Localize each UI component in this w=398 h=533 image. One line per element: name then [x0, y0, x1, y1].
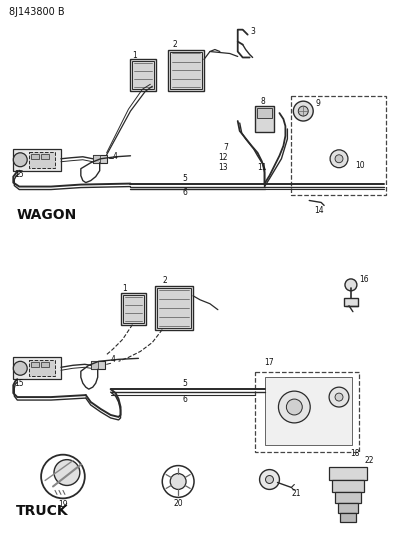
Text: 16: 16: [359, 276, 369, 285]
Circle shape: [335, 155, 343, 163]
Text: 21: 21: [291, 489, 301, 498]
Bar: [255, 106, 275, 132]
Bar: [13, 149, 61, 171]
Text: 3: 3: [250, 27, 255, 36]
Circle shape: [13, 361, 27, 375]
Bar: [31, 154, 39, 159]
Circle shape: [13, 153, 27, 167]
Circle shape: [287, 399, 302, 415]
Circle shape: [335, 393, 343, 401]
Circle shape: [329, 387, 349, 407]
Bar: [335, 492, 361, 503]
Bar: [170, 52, 202, 89]
Circle shape: [345, 279, 357, 291]
Bar: [157, 288, 191, 328]
Text: 18: 18: [350, 449, 360, 458]
Text: 1: 1: [123, 284, 127, 293]
Text: 12: 12: [218, 154, 228, 162]
Bar: [344, 298, 358, 306]
Bar: [91, 361, 105, 369]
Text: 10: 10: [355, 161, 365, 170]
Text: 15: 15: [14, 378, 24, 387]
Circle shape: [298, 106, 308, 116]
Bar: [121, 293, 146, 325]
Text: 4: 4: [113, 152, 117, 161]
Bar: [168, 50, 204, 91]
Bar: [255, 372, 359, 451]
Text: 8J143800 B: 8J143800 B: [9, 7, 65, 17]
Text: 19: 19: [58, 500, 68, 509]
Bar: [41, 154, 49, 159]
Text: WAGON: WAGON: [16, 208, 76, 222]
Text: 15: 15: [14, 170, 24, 179]
Text: 5: 5: [183, 378, 187, 387]
Circle shape: [279, 391, 310, 423]
Bar: [340, 513, 356, 522]
Text: 4: 4: [111, 355, 115, 364]
Bar: [265, 377, 352, 445]
Bar: [332, 480, 364, 492]
Circle shape: [265, 475, 273, 483]
Text: 8: 8: [260, 96, 265, 106]
Text: 20: 20: [174, 499, 183, 508]
Circle shape: [54, 459, 80, 486]
Bar: [29, 360, 55, 376]
Bar: [291, 96, 386, 196]
Text: 17: 17: [265, 358, 274, 367]
Bar: [41, 362, 49, 367]
Bar: [131, 60, 156, 91]
Text: 2: 2: [173, 40, 178, 49]
Bar: [338, 503, 358, 513]
Circle shape: [170, 473, 186, 489]
Bar: [93, 155, 107, 163]
Text: TRUCK: TRUCK: [16, 504, 69, 518]
Text: 7: 7: [223, 143, 228, 152]
Bar: [91, 361, 98, 369]
Circle shape: [293, 101, 313, 121]
Bar: [123, 295, 144, 322]
Text: 6: 6: [183, 394, 187, 403]
Text: 6: 6: [183, 188, 187, 197]
Bar: [93, 155, 100, 163]
Circle shape: [259, 470, 279, 489]
Text: 22: 22: [365, 456, 375, 465]
Bar: [155, 286, 193, 329]
Bar: [329, 466, 367, 480]
Text: 1: 1: [133, 51, 137, 60]
Text: 13: 13: [218, 163, 228, 172]
Bar: [257, 108, 273, 118]
Text: 2: 2: [163, 277, 168, 285]
Text: 11: 11: [258, 163, 267, 172]
Text: 9: 9: [315, 99, 320, 108]
Bar: [29, 152, 55, 168]
Text: 14: 14: [314, 206, 324, 215]
Circle shape: [330, 150, 348, 168]
Bar: [13, 357, 61, 379]
Bar: [31, 362, 39, 367]
Bar: [133, 61, 154, 89]
Text: 5: 5: [183, 174, 187, 183]
